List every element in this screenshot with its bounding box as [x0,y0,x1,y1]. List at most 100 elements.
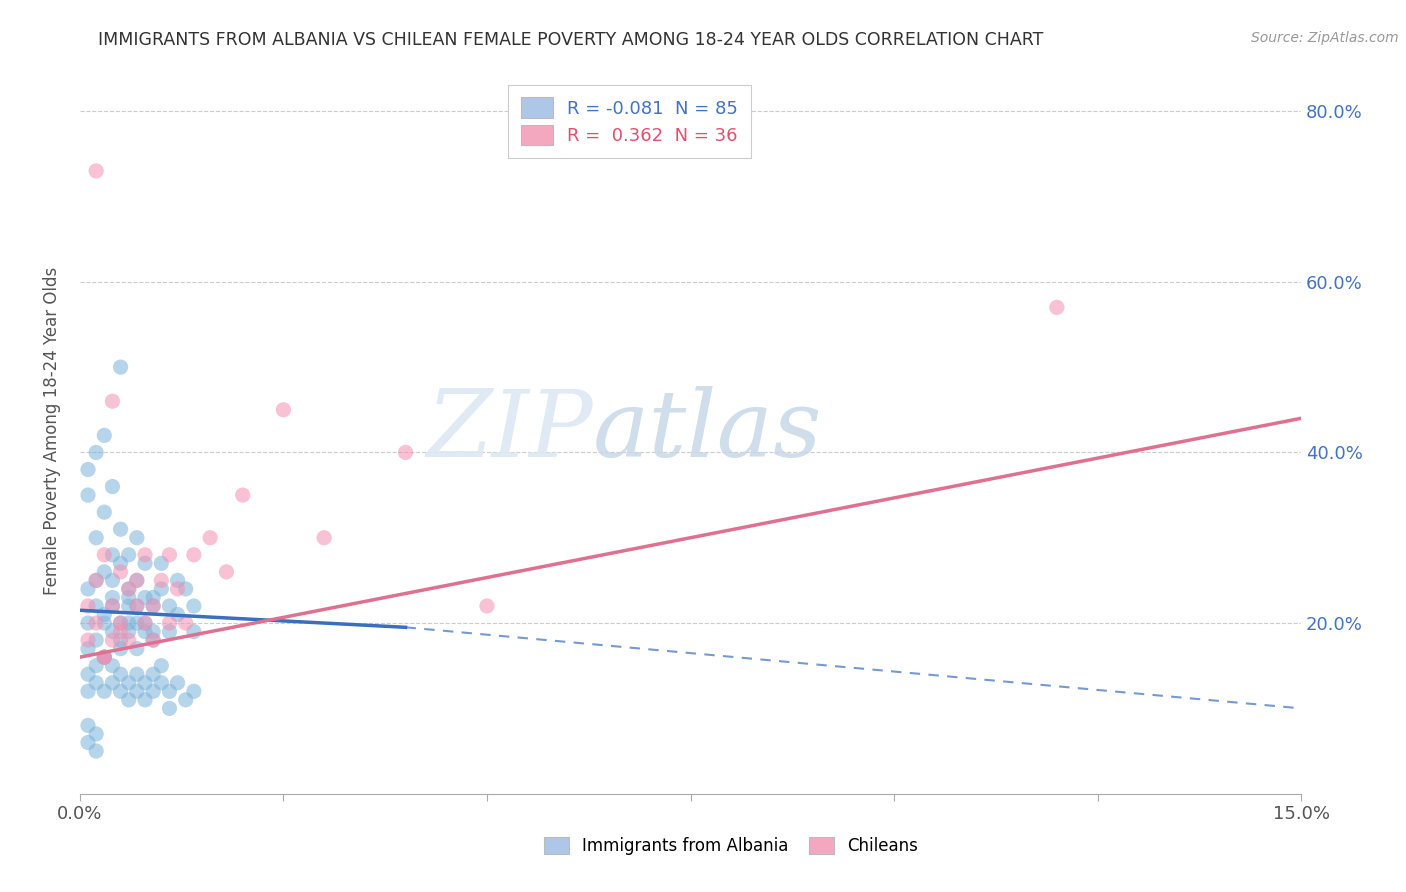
Point [159,548,181,562]
Point [134,591,156,605]
Point [150,557,173,571]
Point [93,650,115,665]
Point [1046,301,1069,315]
Point [118,615,141,630]
Point [101,574,124,588]
Point [394,445,416,459]
Point [134,615,156,630]
Point [475,599,498,613]
Point [125,684,148,698]
Point [125,641,148,656]
Point [93,505,115,519]
Point [101,548,124,562]
Point [150,582,173,596]
Point [84,445,107,459]
Point [110,615,132,630]
Point [134,675,156,690]
Point [118,624,141,639]
Point [101,675,124,690]
Point [110,633,132,648]
Point [150,658,173,673]
Point [273,402,295,417]
Point [118,582,141,596]
Point [142,667,165,681]
Legend: R = -0.081  N = 85, R =  0.362  N = 36: R = -0.081 N = 85, R = 0.362 N = 36 [508,85,751,158]
Point [93,650,115,665]
Point [125,667,148,681]
Point [118,599,141,613]
Point [159,615,181,630]
Point [84,727,107,741]
Point [125,574,148,588]
Point [142,624,165,639]
Legend: Immigrants from Albania, Chileans: Immigrants from Albania, Chileans [537,830,925,862]
Point [84,531,107,545]
Text: IMMIGRANTS FROM ALBANIA VS CHILEAN FEMALE POVERTY AMONG 18-24 YEAR OLDS CORRELAT: IMMIGRANTS FROM ALBANIA VS CHILEAN FEMAL… [98,31,1043,49]
Point [93,650,115,665]
Point [142,599,165,613]
Point [314,531,336,545]
Point [101,599,124,613]
Point [84,658,107,673]
Point [77,488,100,502]
Point [118,548,141,562]
Point [93,650,115,665]
Point [101,624,124,639]
Point [101,394,124,409]
Point [125,599,148,613]
Point [142,599,165,613]
Point [183,624,205,639]
Point [125,615,148,630]
Point [118,591,141,605]
Point [134,693,156,707]
Point [77,735,100,749]
Point [93,684,115,698]
Point [101,633,124,648]
Point [84,599,107,613]
Point [77,641,100,656]
Point [77,684,100,698]
Point [183,599,205,613]
Point [84,744,107,758]
Point [142,591,165,605]
Point [84,633,107,648]
Text: Source: ZipAtlas.com: Source: ZipAtlas.com [1251,31,1399,45]
Point [159,701,181,715]
Point [93,615,115,630]
Point [118,582,141,596]
Point [215,565,238,579]
Point [142,633,165,648]
Point [118,693,141,707]
Point [174,615,197,630]
Point [134,624,156,639]
Point [134,548,156,562]
Point [110,557,132,571]
Point [93,565,115,579]
Point [125,599,148,613]
Point [110,641,132,656]
Point [101,599,124,613]
Point [159,599,181,613]
Point [77,667,100,681]
Point [110,667,132,681]
Point [150,675,173,690]
Point [84,574,107,588]
Point [77,633,100,648]
Point [166,574,188,588]
Point [159,684,181,698]
Point [93,428,115,442]
Point [110,565,132,579]
Point [93,607,115,622]
Point [232,488,254,502]
Point [166,675,188,690]
Point [183,684,205,698]
Point [142,633,165,648]
Point [134,615,156,630]
Point [101,591,124,605]
Point [174,693,197,707]
Text: ZIP: ZIP [426,386,593,476]
Point [150,574,173,588]
Point [183,548,205,562]
Point [101,658,124,673]
Point [166,582,188,596]
